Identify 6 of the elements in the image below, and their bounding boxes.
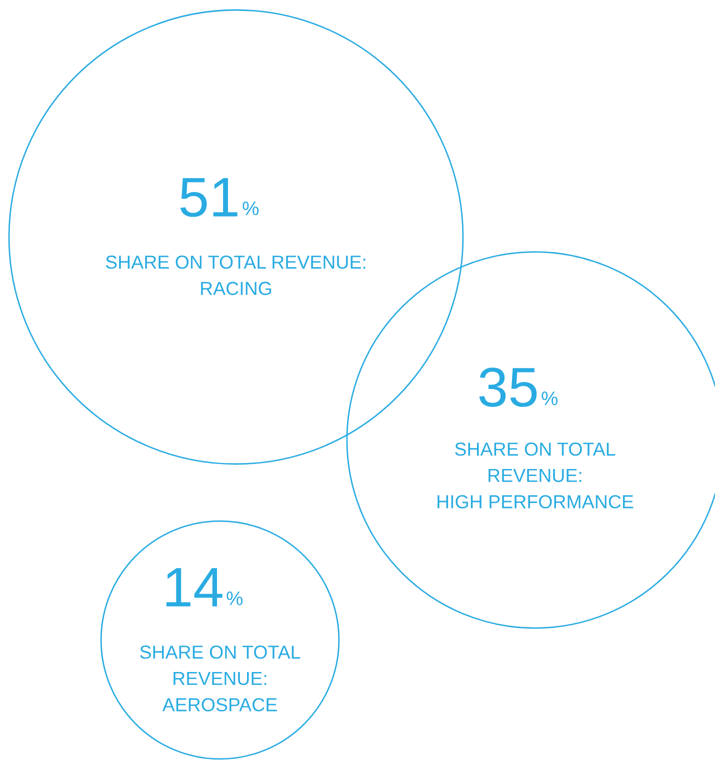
data-label: 14%: [166, 568, 243, 606]
data-label: 51%: [180, 178, 259, 217]
category-label: SHARE ON TOTAL REVENUE: RACING: [106, 255, 366, 296]
category-label: SHARE ON TOTAL REVENUE: AEROSPACE: [140, 645, 300, 712]
data-label: 35%: [479, 368, 558, 407]
category-label: SHARE ON TOTAL REVENUE: HIGH PERFORMANCE: [438, 442, 634, 508]
